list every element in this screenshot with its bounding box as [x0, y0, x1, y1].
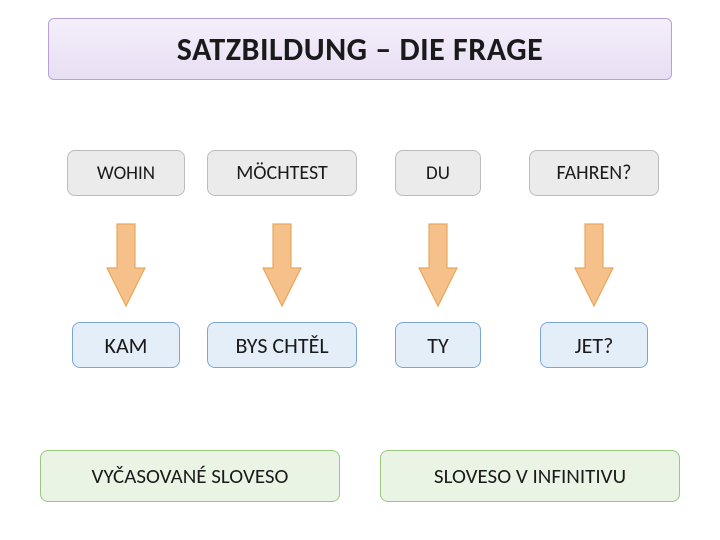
row-footer: VYČASOVANÉ SLOVESO SLOVESO V INFINITIVU: [0, 450, 720, 502]
german-word-3: FAHREN?: [529, 150, 659, 196]
page-title: SATZBILDUNG – DIE FRAGE: [177, 30, 543, 69]
german-word-2: DU: [395, 150, 481, 196]
arrow-down-icon: [261, 222, 303, 308]
footer-left-label: VYČASOVANÉ SLOVESO: [40, 450, 340, 502]
row-german: WOHIN MÖCHTEST DU FAHREN?: [0, 150, 720, 196]
czech-word-2: TY: [395, 322, 481, 368]
footer-right-label: SLOVESO V INFINITIVU: [380, 450, 680, 502]
arrow-down-icon: [105, 222, 147, 308]
arrow-down-icon: [573, 222, 615, 308]
czech-word-3: JET?: [540, 322, 648, 368]
german-word-1: MÖCHTEST: [207, 150, 357, 196]
german-word-0: WOHIN: [67, 150, 185, 196]
arrow-down-icon: [417, 222, 459, 308]
row-arrows: [0, 222, 720, 308]
title-box: SATZBILDUNG – DIE FRAGE: [48, 18, 672, 80]
czech-word-0: KAM: [72, 322, 180, 368]
row-czech: KAM BYS CHTĚL TY JET?: [0, 322, 720, 368]
czech-word-1: BYS CHTĚL: [207, 322, 357, 368]
